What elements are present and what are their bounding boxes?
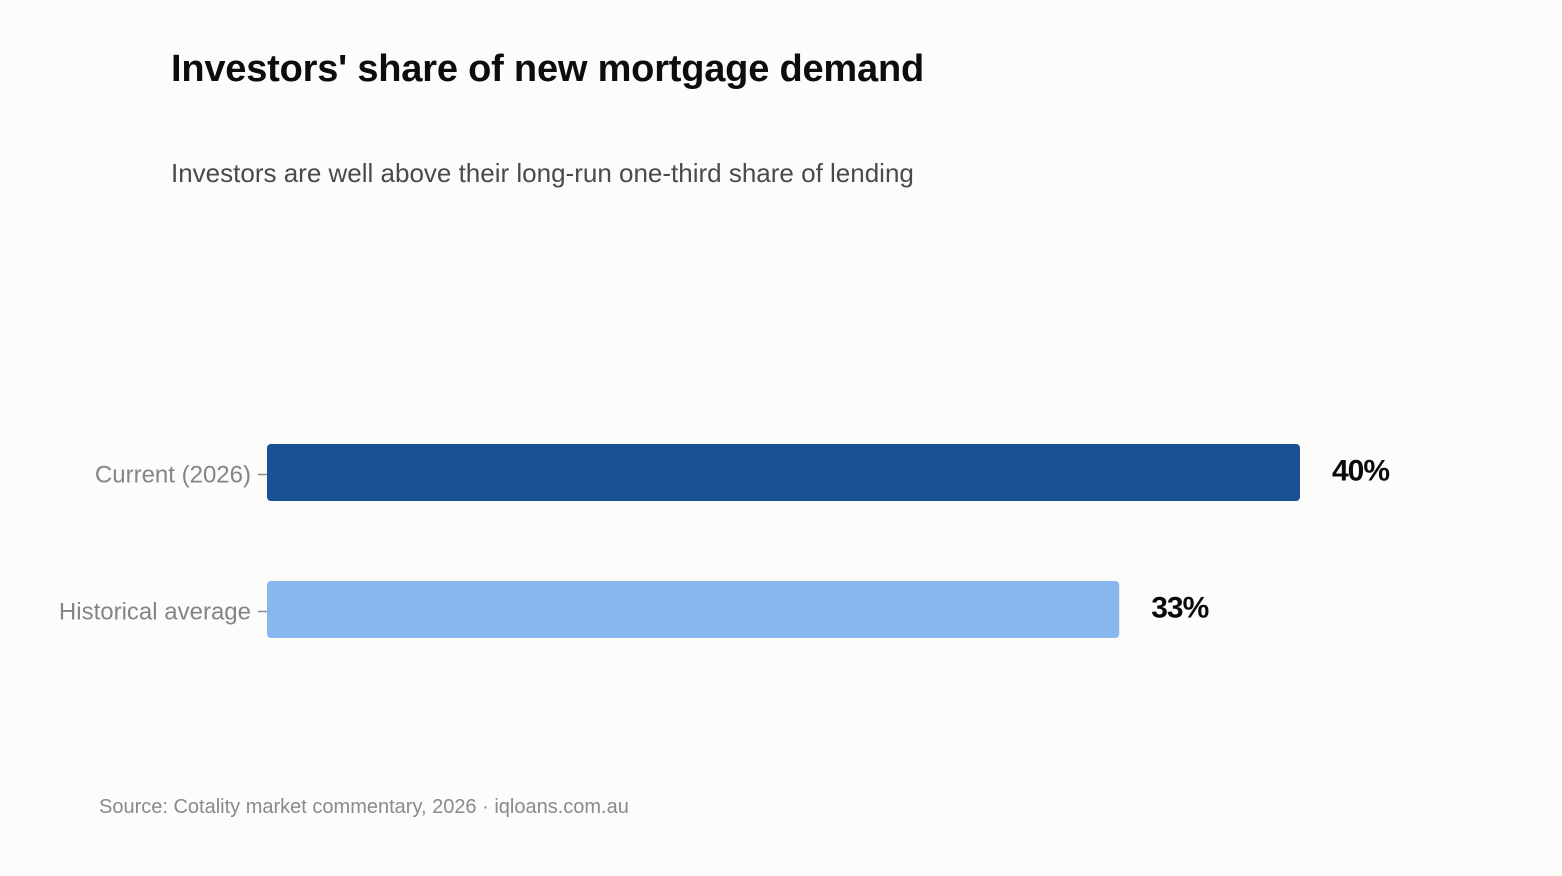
value-label-current-2026: 40%	[1332, 455, 1389, 488]
bar-historical-average	[267, 581, 1120, 638]
chart-title: Investors' share of new mortgage demand	[171, 48, 924, 90]
chart-subtitle: Investors are well above their long-run …	[171, 158, 914, 188]
source-note: Source: Cotality market commentary, 2026…	[99, 796, 629, 818]
category-label-historical-average: Historical average	[59, 599, 251, 626]
bar-current-2026	[267, 444, 1300, 501]
category-label-current-2026: Current (2026)	[95, 462, 251, 489]
value-label-historical-average: 33%	[1151, 592, 1208, 625]
